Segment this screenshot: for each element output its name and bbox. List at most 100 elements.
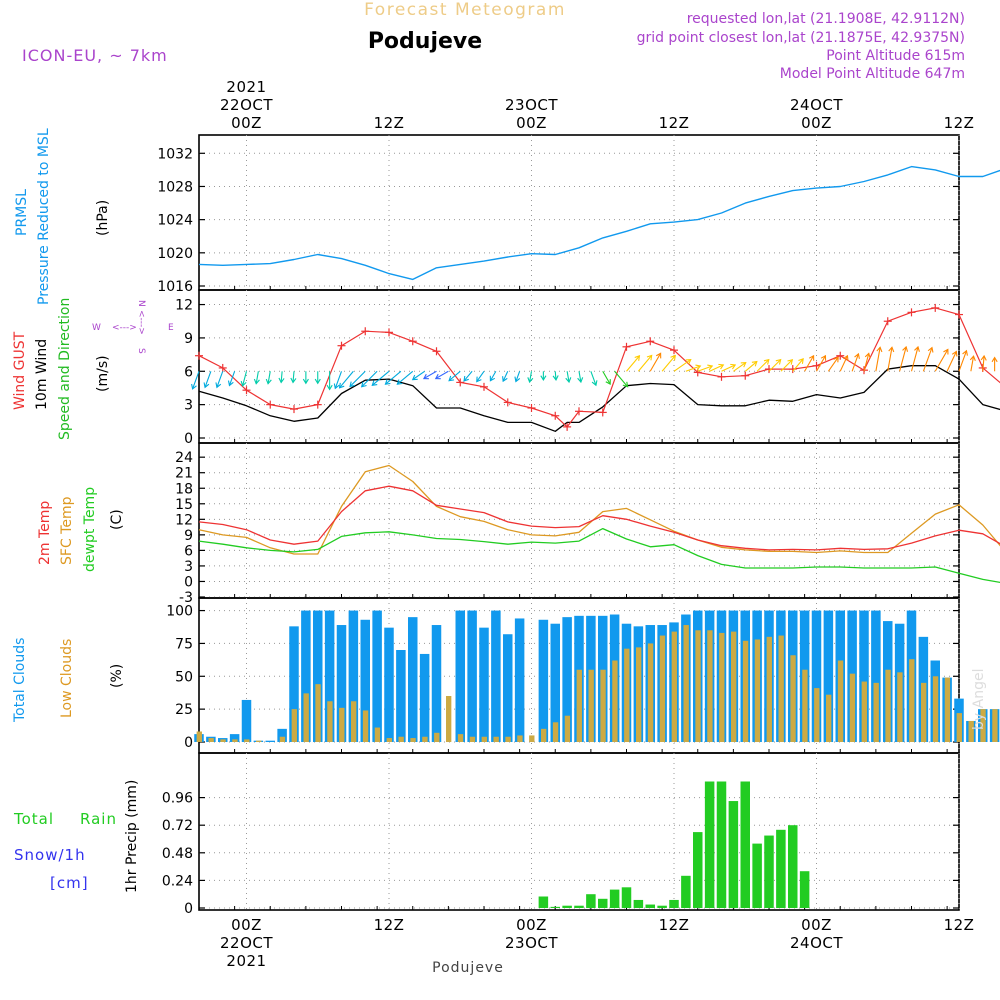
wind-direction-arrow bbox=[673, 359, 692, 372]
wind-arrow-head bbox=[876, 346, 883, 353]
panel-frame bbox=[198, 289, 960, 444]
point-altitude: Point Altitude 615m bbox=[826, 48, 965, 64]
panel-labels: PRMSL Pressure Reduced to MSL (hPa) Wind… bbox=[12, 128, 174, 893]
temp-unit-label: (C) bbox=[109, 509, 125, 530]
low-clouds-bar bbox=[315, 684, 321, 742]
y-tick-label: 1032 bbox=[157, 146, 193, 162]
precip-bar bbox=[550, 906, 560, 908]
low-clouds-bar bbox=[339, 707, 345, 742]
total-clouds-label: Total Clouds bbox=[12, 638, 28, 723]
low-clouds-bar bbox=[671, 631, 677, 742]
sfc-temp-line bbox=[198, 464, 1000, 555]
wind-direction-arrow bbox=[839, 355, 848, 372]
wind-direction-arrow bbox=[614, 370, 629, 388]
wind-panel: 0 3 6 9 12 bbox=[175, 289, 1000, 447]
wind-arrow-head bbox=[808, 354, 815, 361]
y-tick-label: 0.48 bbox=[162, 846, 193, 862]
wind-arrow-head bbox=[489, 375, 496, 382]
total-clouds-bar bbox=[550, 623, 560, 742]
top-time-label: 24OCT bbox=[790, 96, 843, 114]
wind-direction-arrow bbox=[887, 347, 893, 372]
low-clouds-bar bbox=[683, 625, 689, 742]
precip-bar bbox=[716, 781, 727, 908]
panel-frame bbox=[198, 752, 960, 911]
pressure-unit-label: (hPa) bbox=[95, 200, 111, 236]
total-clouds-bar bbox=[562, 617, 572, 742]
low-clouds-bar bbox=[897, 672, 903, 742]
bottom-time-label: 22OCT bbox=[220, 934, 273, 952]
temp-2m-line bbox=[198, 485, 1000, 551]
low-clouds-bar bbox=[778, 635, 784, 742]
wind-arrow-head bbox=[854, 352, 860, 359]
y-tick-label: 0 bbox=[184, 431, 193, 447]
pressure-panel: 1016 1020 1024 1028 1032 bbox=[157, 134, 1000, 295]
wind-direction-arrow bbox=[590, 371, 597, 386]
low-clouds-bar bbox=[719, 632, 725, 742]
y-tick-label: 0.96 bbox=[162, 791, 193, 807]
low-clouds-bar bbox=[303, 693, 309, 742]
wind-arrow-head bbox=[333, 383, 340, 390]
low-clouds-bar bbox=[220, 739, 226, 742]
y-tick-label: 15 bbox=[175, 497, 193, 513]
wind-arrow-head bbox=[962, 349, 968, 356]
wind-direction-arrow bbox=[204, 371, 212, 388]
y-tick-label: -3 bbox=[179, 590, 193, 606]
wind-direction-arrow bbox=[529, 371, 533, 383]
panel-frame bbox=[198, 134, 960, 291]
total-clouds-bar bbox=[229, 734, 240, 742]
precip-bar bbox=[799, 871, 810, 908]
prmsl-line bbox=[198, 165, 1000, 281]
low-clouds-bar bbox=[505, 736, 511, 742]
wind-direction-arrow bbox=[412, 370, 425, 381]
low-clouds-bar bbox=[837, 660, 844, 742]
precip-bar bbox=[633, 899, 644, 908]
wind-arrow-head bbox=[655, 352, 662, 359]
wind-arrow-head bbox=[203, 382, 210, 389]
y-tick-label: 18 bbox=[175, 481, 193, 497]
wind-direction-arrow bbox=[242, 371, 248, 387]
wind-direction-arrow bbox=[661, 355, 676, 372]
temp-dewpt-label: dewpt Temp bbox=[82, 487, 98, 572]
low-clouds-bar bbox=[279, 736, 286, 742]
total-clouds-bar bbox=[313, 610, 323, 742]
y-tick-label: 1016 bbox=[157, 279, 193, 295]
low-clouds-bar bbox=[422, 736, 428, 742]
bottom-time-label: 24OCT bbox=[790, 934, 843, 952]
wind-arrow-head bbox=[695, 364, 702, 371]
wind-unit-label: (m/s) bbox=[95, 355, 111, 392]
wind-arrow-head bbox=[820, 354, 827, 361]
precip-bar bbox=[621, 887, 632, 908]
low-clouds-bar bbox=[541, 728, 547, 742]
wind-direction-arrow bbox=[958, 350, 967, 372]
precip-bar bbox=[693, 832, 703, 908]
total-clouds-bar bbox=[503, 634, 513, 742]
total-clouds-bar bbox=[336, 625, 347, 742]
wind-direction-arrow bbox=[192, 371, 200, 390]
low-clouds-bar bbox=[244, 739, 250, 742]
wind-arrow-head bbox=[434, 373, 441, 380]
wind-arrow-head bbox=[565, 377, 572, 384]
precip-bar bbox=[740, 781, 750, 908]
y-tick-label: 12 bbox=[175, 512, 193, 528]
wind-arrow-head bbox=[798, 358, 804, 364]
top-title: Forecast Meteogram bbox=[364, 0, 566, 20]
wind-direction-arrow bbox=[721, 364, 736, 372]
watermark: by Angel bbox=[971, 669, 987, 730]
bottom-time-label: 00Z bbox=[231, 916, 262, 934]
wind-arrow-head bbox=[540, 375, 547, 382]
top-time-label: 2021 bbox=[226, 78, 266, 96]
wind-direction-arrow bbox=[744, 361, 758, 372]
prmsl-label: PRMSL bbox=[14, 189, 30, 236]
low-clouds-bar bbox=[742, 640, 749, 742]
compass-rose: W <---> E N <---> S bbox=[92, 300, 174, 354]
y-tick-label: 25 bbox=[175, 702, 193, 718]
precip-bar bbox=[609, 889, 620, 908]
wind-arrow-head bbox=[360, 381, 367, 388]
wind-arrow-head bbox=[969, 355, 976, 361]
wind-direction-arrow bbox=[851, 353, 859, 372]
low-clouds-bar bbox=[790, 655, 796, 742]
total-clouds-bar bbox=[479, 627, 489, 742]
top-time-label: 12Z bbox=[659, 114, 690, 132]
low-clouds-bar bbox=[457, 734, 464, 742]
